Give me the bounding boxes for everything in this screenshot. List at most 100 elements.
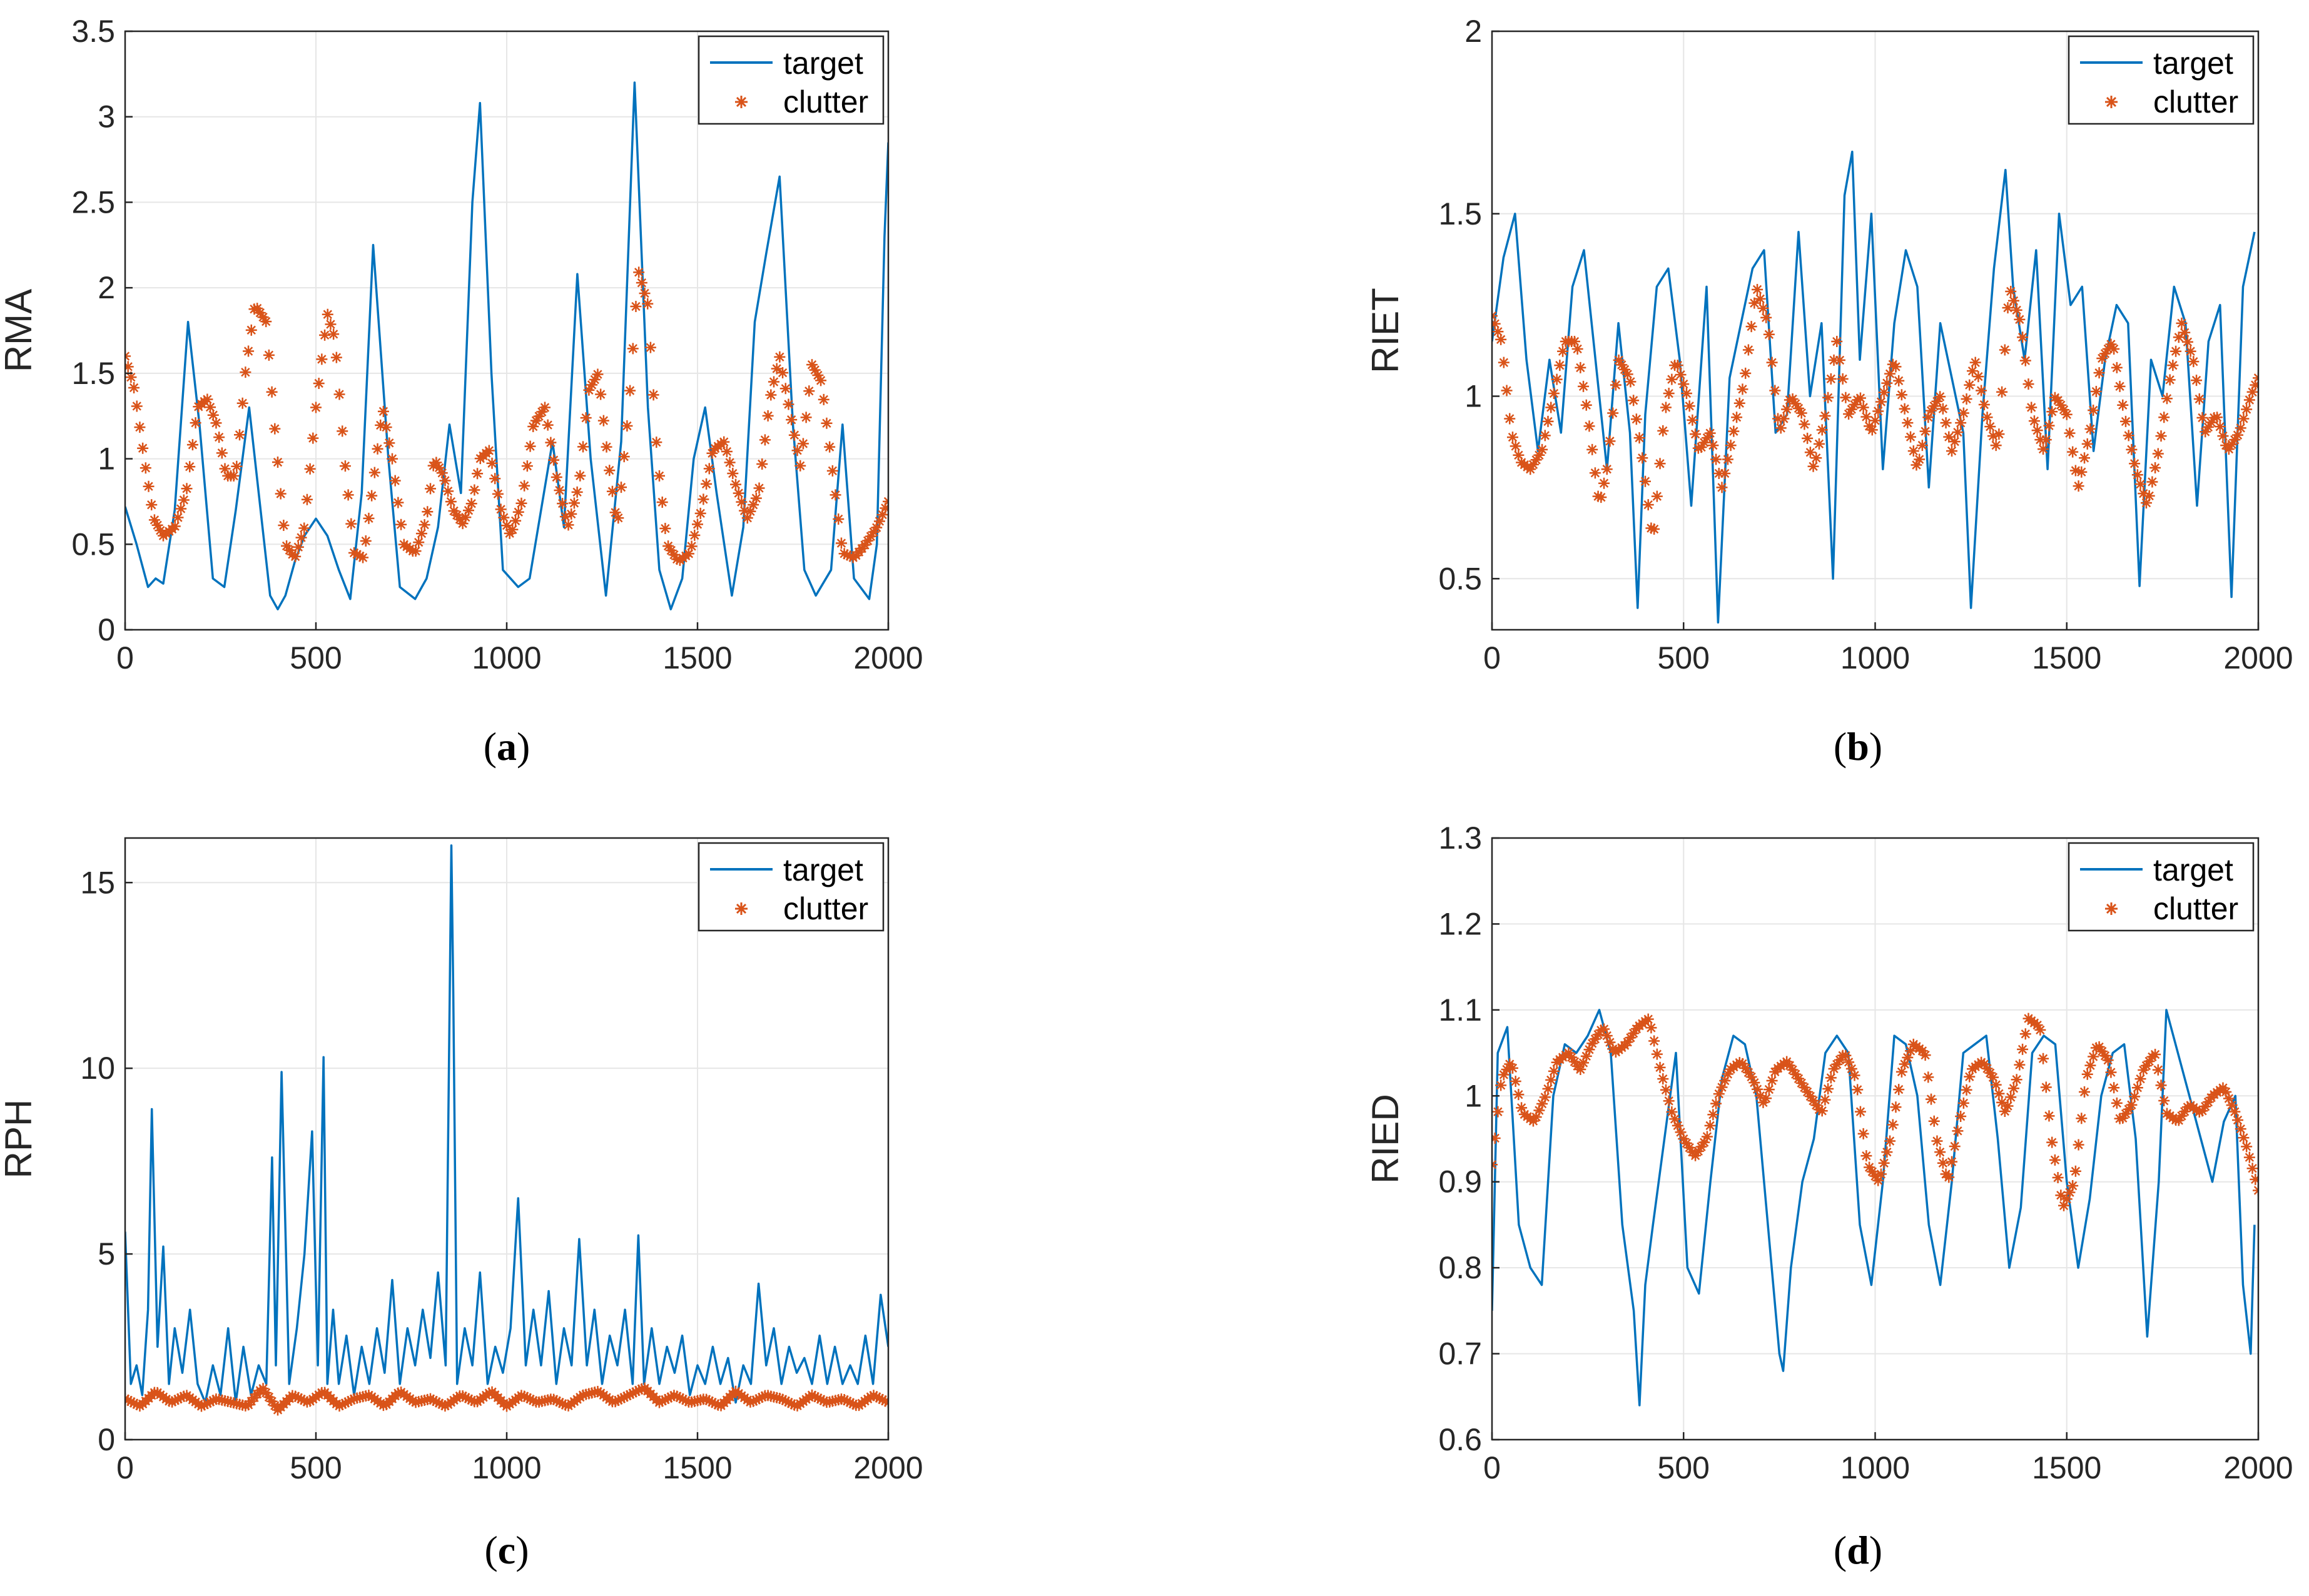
panel-b-clutter-marker	[1589, 467, 1601, 479]
panel-b-clutter-marker	[2034, 434, 2046, 446]
panel-c: 0 500 1000 1500 2000 0 5 10 15 target clutter RPH…	[0, 837, 923, 1572]
panel-a-clutter-marker	[876, 508, 888, 520]
panel-d-clutter-marker	[2111, 1097, 2123, 1109]
panel-a-legend-box	[698, 35, 885, 125]
panel-d-clutter-marker	[1510, 1076, 1521, 1088]
panel-a-target-line	[125, 81, 888, 610]
panel-b-ticks: 0 500 1000 1500 2000 0.5 1 1.5 2	[1438, 14, 2293, 675]
panel-d-clutter-marker	[1745, 1071, 1757, 1083]
panel-b-clutter-marker	[1710, 453, 1722, 465]
panel-b-clutter-marker	[1713, 467, 1725, 479]
panel-a-clutter-marker	[372, 443, 383, 455]
panel-d-clutter-marker	[2238, 1132, 2250, 1144]
panel-a-clutter-marker	[295, 532, 307, 543]
panel-d-clutter-marker	[2250, 1173, 2258, 1185]
panel-a-clutter-marker	[392, 497, 404, 508]
panel-c-clutter-marker	[876, 1394, 888, 1406]
panel-d-clutter-marker	[2055, 1189, 2067, 1201]
panel-d-clutter-marker	[2243, 1151, 2255, 1163]
panel-b-clutter-marker	[1816, 424, 1828, 436]
panel-b-clutter-marker	[2223, 443, 2235, 455]
panel-c-clutter-marker	[483, 1387, 495, 1399]
panel-d-clutter-marker	[1752, 1083, 1763, 1095]
panel-d-caption: (d)	[1834, 1528, 1882, 1572]
panel-d-y-tick-label: 0.6	[1438, 1422, 1482, 1457]
panel-d-legend-clutter-label: clutter	[2153, 891, 2238, 926]
panel-c-target-line	[125, 844, 888, 1404]
panel-a-clutter-marker	[134, 422, 146, 433]
panel-a-caption: (a)	[484, 724, 530, 769]
panel-d-clutter-marker	[1807, 1095, 1819, 1107]
panel-d-clutter-marker	[2220, 1086, 2232, 1098]
panel-c-clutter-marker	[521, 1391, 533, 1403]
panel-b-clutter-marker	[2058, 404, 2070, 416]
panel-a-clutter-marker	[566, 508, 577, 520]
panel-a-clutter-marker	[797, 438, 809, 450]
panel-d-clutter-marker	[2179, 1106, 2191, 1118]
panel-a-clutter-marker	[791, 445, 803, 457]
panel-b-clutter-marker	[1495, 333, 1507, 345]
panel-b-clutter-marker	[1999, 344, 2011, 356]
panel-c-clutter-marker	[201, 1397, 213, 1409]
panel-a-clutter-marker	[307, 432, 319, 444]
panel-a-y-tick-label: 0	[98, 612, 115, 647]
panel-b-clutter-marker	[1692, 442, 1704, 454]
panel-b-clutter-marker	[2081, 438, 2093, 450]
panel-b-clutter-marker	[1690, 428, 1702, 440]
panel-b-clutter-marker	[1568, 336, 1580, 348]
panel-c-clutter-marker	[627, 1387, 639, 1399]
panel-a-clutter-marker	[868, 526, 880, 538]
panel-b-clutter-marker	[1648, 523, 1660, 535]
panel-c-clutter-marker	[196, 1400, 207, 1412]
panel-b-clutter-marker	[2243, 394, 2255, 406]
panel-d-clutter-marker	[2129, 1091, 2141, 1103]
panel-a-clutter-marker	[137, 442, 149, 454]
panel-b-x-tick-label: 2000	[2223, 640, 2293, 675]
panel-a-clutter-marker	[524, 440, 536, 452]
panel-c-clutter-marker	[427, 1394, 439, 1406]
panel-a-clutter-marker	[363, 512, 375, 524]
panel-a-clutter-marker	[240, 366, 251, 378]
panel-a-clutter-marker	[489, 473, 501, 485]
panel-b-clutter-marker	[1893, 375, 1905, 386]
panel-b-clutter-marker	[1701, 432, 1713, 444]
panel-b-clutter-marker	[1831, 336, 1843, 348]
panel-d-clutter-marker	[1840, 1049, 1852, 1061]
panel-c-clutter-marker	[430, 1396, 442, 1408]
panel-b-clutter-marker	[2114, 380, 2126, 392]
panel-c-clutter-marker	[665, 1391, 677, 1403]
panel-a-clutter-marker	[207, 409, 219, 421]
panel-a-x-tick-label: 0	[116, 640, 134, 675]
panel-d-clutter-marker	[1981, 1063, 1993, 1074]
panel-d-clutter-marker	[1934, 1146, 1946, 1158]
panel-d-clutter-marker	[1698, 1136, 1710, 1148]
panel-d-clutter-marker	[1816, 1105, 1828, 1117]
panel-a-clutter-marker	[730, 478, 741, 490]
panel-a-clutter-marker	[368, 467, 380, 478]
panel-c-clutter-marker	[205, 1396, 216, 1408]
panel-a-clutter-marker	[345, 518, 357, 530]
panel-a-clutter-marker	[219, 463, 231, 475]
panel-d-clutter-marker	[2064, 1186, 2076, 1198]
panel-a-clutter-marker	[671, 553, 683, 565]
panel-c-clutter-series	[125, 1382, 888, 1416]
panel-a-clutter-marker	[624, 385, 636, 396]
panel-b-clutter-marker	[2038, 443, 2049, 455]
panel-a-clutter-marker	[342, 489, 354, 501]
panel-b-x-tick-label: 1000	[1840, 640, 1910, 675]
panel-a-clutter-marker	[779, 383, 791, 395]
panel-a-clutter-marker	[609, 507, 621, 518]
panel-a-clutter-marker	[186, 439, 198, 451]
panel-d-y-tick-label: 1.2	[1438, 906, 1482, 941]
panel-d-clutter-marker	[2049, 1154, 2061, 1166]
panel-b-clutter-marker	[2185, 345, 2196, 357]
panel-d-clutter-marker	[2152, 1064, 2164, 1076]
panel-b-clutter-marker	[2040, 434, 2052, 446]
panel-a-clutter-marker	[430, 457, 442, 468]
panel-d-clutter-marker	[2202, 1096, 2214, 1108]
panel-b-clutter-marker	[1757, 302, 1769, 314]
panel-a-clutter-marker	[304, 463, 316, 475]
panel-c-clutter-marker	[457, 1390, 469, 1402]
panel-d-clutter-marker	[2229, 1106, 2241, 1118]
panel-b-clutter-marker	[2043, 420, 2055, 432]
